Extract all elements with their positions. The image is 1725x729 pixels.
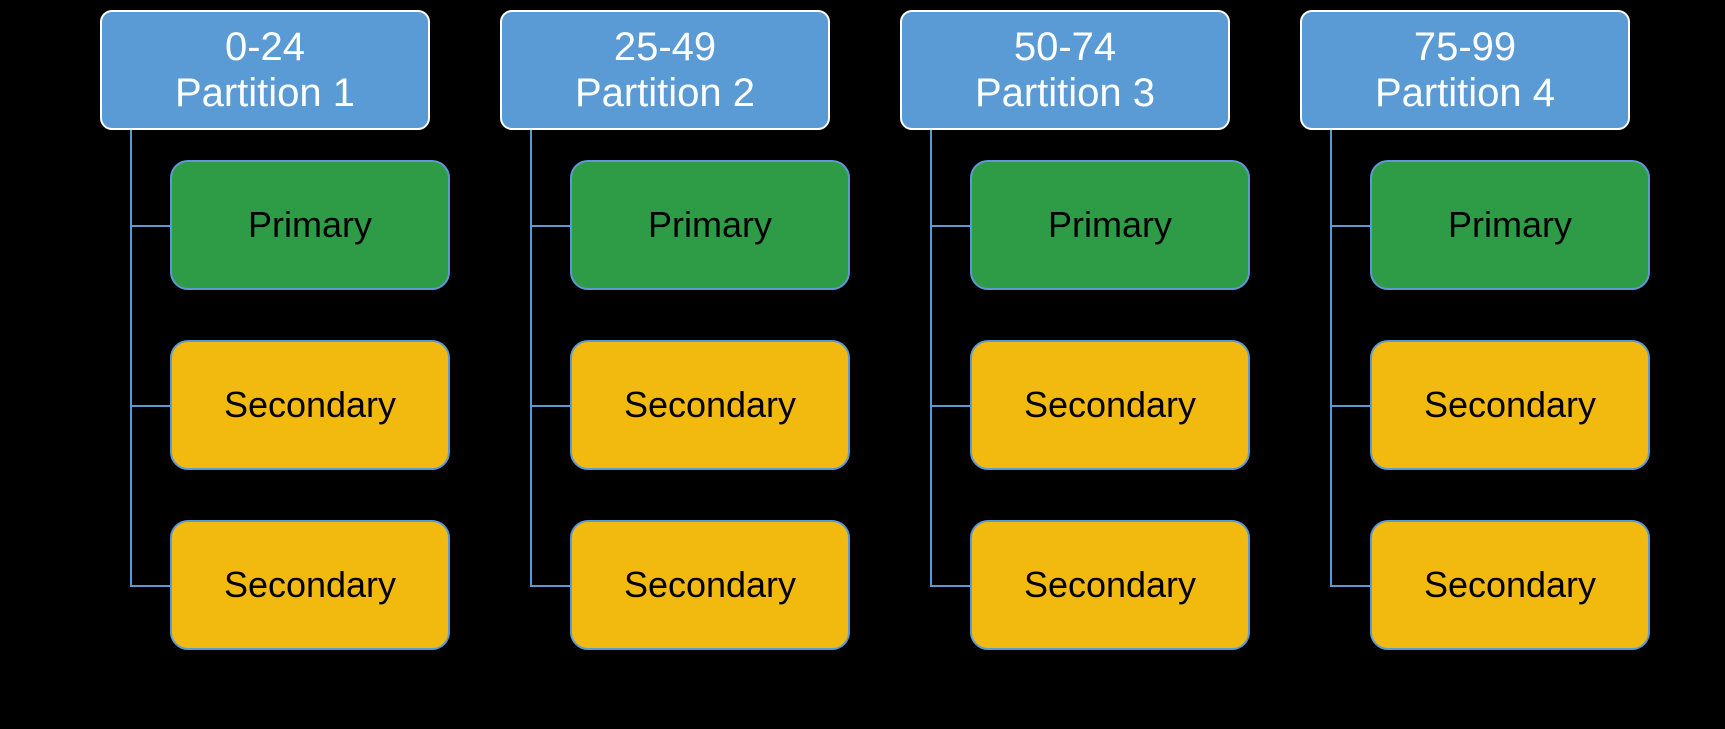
connector-trunk	[930, 130, 932, 585]
secondary-node: Secondary	[970, 520, 1250, 650]
secondary-node: Secondary	[170, 520, 450, 650]
secondary-node: Secondary	[1370, 520, 1650, 650]
node-label: Secondary	[1424, 564, 1596, 606]
secondary-node: Secondary	[170, 340, 450, 470]
node-label: Secondary	[1424, 384, 1596, 426]
node-label: Secondary	[624, 384, 796, 426]
connector-trunk	[130, 130, 132, 585]
node-label: Primary	[248, 204, 372, 246]
primary-node: Primary	[970, 160, 1250, 290]
partition-header: 0-24Partition 1	[100, 10, 430, 130]
connector-branch	[530, 585, 570, 587]
node-label: Primary	[648, 204, 772, 246]
connector-branch	[1330, 225, 1370, 227]
primary-node: Primary	[1370, 160, 1650, 290]
connector-branch	[930, 585, 970, 587]
primary-node: Primary	[570, 160, 850, 290]
partition-name: Partition 2	[575, 70, 755, 116]
node-label: Primary	[1048, 204, 1172, 246]
connector-branch	[930, 405, 970, 407]
partition-name: Partition 4	[1375, 70, 1555, 116]
partition-header: 50-74Partition 3	[900, 10, 1230, 130]
partition-range: 50-74	[1014, 24, 1116, 70]
primary-node: Primary	[170, 160, 450, 290]
node-label: Secondary	[224, 564, 396, 606]
connector-branch	[930, 225, 970, 227]
partition-range: 75-99	[1414, 24, 1516, 70]
node-label: Secondary	[1024, 384, 1196, 426]
secondary-node: Secondary	[570, 520, 850, 650]
partition-range: 25-49	[614, 24, 716, 70]
connector-branch	[130, 405, 170, 407]
connector-branch	[530, 405, 570, 407]
secondary-node: Secondary	[1370, 340, 1650, 470]
partition-name: Partition 1	[175, 70, 355, 116]
connector-branch	[530, 225, 570, 227]
connector-branch	[130, 585, 170, 587]
connector-branch	[130, 225, 170, 227]
partition-name: Partition 3	[975, 70, 1155, 116]
node-label: Secondary	[224, 384, 396, 426]
partition-range: 0-24	[225, 24, 305, 70]
connector-branch	[1330, 585, 1370, 587]
partition-header: 25-49Partition 2	[500, 10, 830, 130]
connector-trunk	[1330, 130, 1332, 585]
node-label: Secondary	[1024, 564, 1196, 606]
connector-trunk	[530, 130, 532, 585]
node-label: Primary	[1448, 204, 1572, 246]
diagram-canvas: 0-24Partition 1 Primary Secondary Secondary…	[0, 0, 1725, 729]
secondary-node: Secondary	[970, 340, 1250, 470]
node-label: Secondary	[624, 564, 796, 606]
secondary-node: Secondary	[570, 340, 850, 470]
partition-header: 75-99Partition 4	[1300, 10, 1630, 130]
connector-branch	[1330, 405, 1370, 407]
